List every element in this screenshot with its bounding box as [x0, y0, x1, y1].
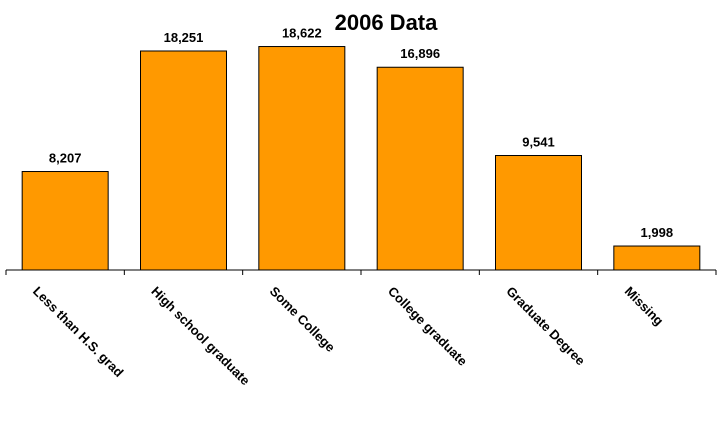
bar-1	[140, 50, 227, 271]
bar-0	[21, 171, 109, 271]
x-axis	[5, 269, 717, 275]
value-labels-layer: 8,207 18,251 18,622 16,896 9,541 1,998	[49, 26, 673, 240]
value-label-5: 1,998	[641, 225, 674, 240]
bar-5	[613, 245, 701, 271]
value-label-2: 18,622	[282, 26, 322, 41]
bars-layer	[21, 46, 701, 271]
value-label-3: 16,896	[400, 46, 440, 61]
chart-title: 2006 Data	[335, 10, 439, 35]
category-label-4: Graduate Degree	[503, 284, 588, 369]
category-label-0: Less than H.S. grad	[30, 284, 126, 380]
category-label-1: High school graduate	[148, 284, 253, 389]
value-label-0: 8,207	[49, 151, 82, 166]
value-label-4: 9,541	[522, 135, 555, 150]
category-label-3: College graduate	[385, 284, 470, 369]
category-label-5: Missing	[622, 284, 667, 329]
bar-2	[258, 46, 346, 271]
bar-3	[376, 66, 464, 271]
bar-4	[495, 155, 582, 271]
value-label-1: 18,251	[164, 30, 204, 45]
category-label-2: Some College	[267, 284, 338, 355]
category-labels-layer: Less than H.S. grad High school graduate S…	[30, 284, 667, 389]
